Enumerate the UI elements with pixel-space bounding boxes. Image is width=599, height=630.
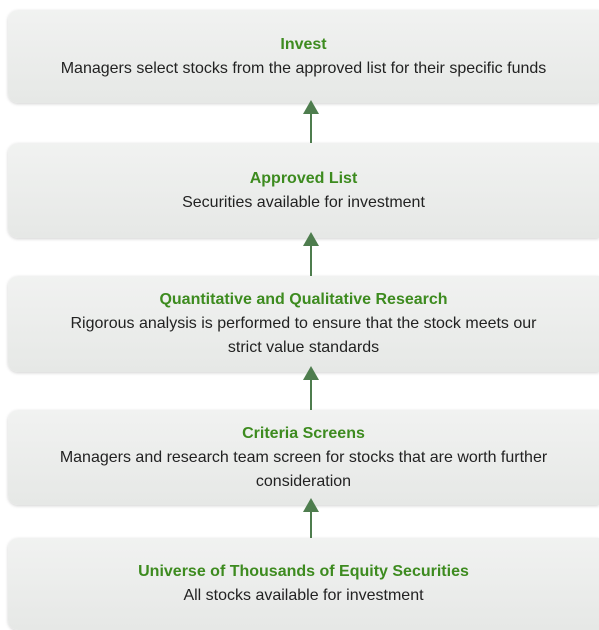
- step-box: Approved List Securities available for in…: [8, 143, 599, 238]
- step-box: Criteria Screens Managers and research te…: [8, 410, 599, 505]
- step-description: All stocks available for investment: [183, 587, 424, 604]
- arrow-head: [303, 232, 319, 246]
- step-title: Approved List: [249, 169, 358, 187]
- step-description: Managers select stocks from the approved…: [60, 59, 547, 77]
- step-title: Criteria Screens: [242, 424, 365, 442]
- arrow-head: [303, 100, 319, 114]
- step-title: Universe of Thousands of Equity Securiti…: [138, 563, 469, 580]
- step-title: Quantitative and Qualitative Research: [159, 291, 448, 308]
- step-box: Universe of Thousands of Equity Securiti…: [8, 538, 599, 630]
- step-description: Managers and research team screen for st…: [59, 448, 548, 490]
- step-description: Rigorous analysis is performed to ensure…: [70, 315, 537, 356]
- step-title: Invest: [280, 35, 327, 53]
- arrow-head: [303, 366, 319, 380]
- step-box: Quantitative and Qualitative Research Rig…: [8, 276, 599, 372]
- step-box: Invest Managers select stocks from the ap…: [8, 10, 599, 103]
- arrow-head: [303, 498, 319, 512]
- step-description: Securities available for investment: [182, 193, 425, 211]
